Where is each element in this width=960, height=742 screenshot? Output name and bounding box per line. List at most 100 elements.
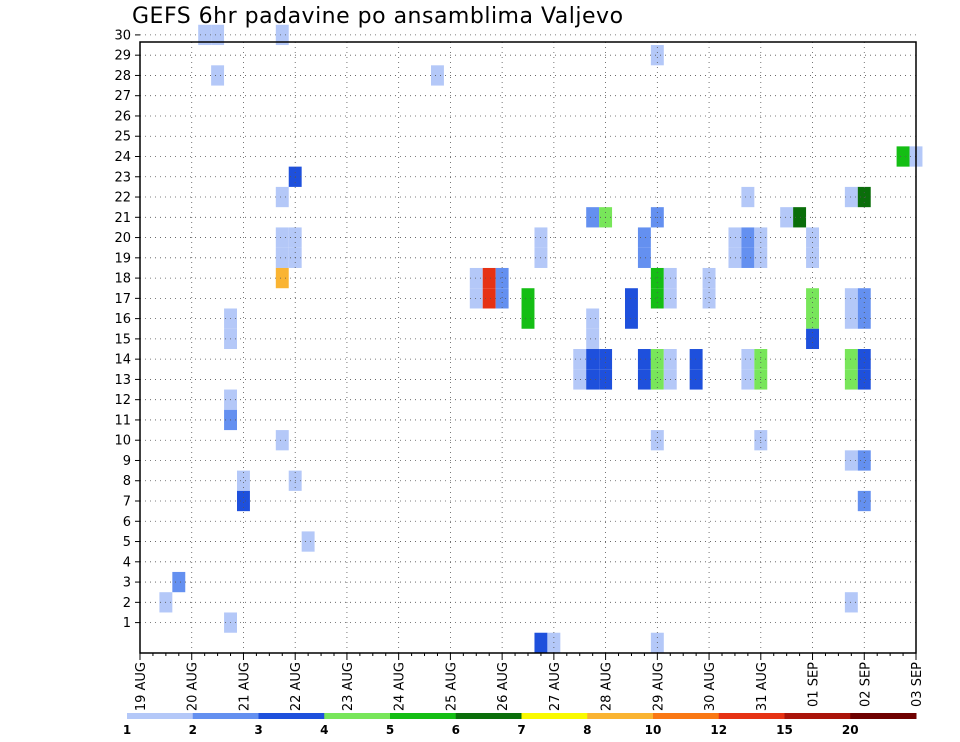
precip-cell — [237, 470, 250, 491]
y-tick-label: 11 — [114, 413, 131, 428]
precip-cell — [211, 24, 225, 46]
x-tick-label: 21 AUG — [237, 662, 252, 711]
precip-cell — [534, 632, 548, 653]
x-tick-label: 19 AUG — [134, 662, 149, 711]
y-tick-label: 7 — [123, 495, 131, 510]
y-tick-label: 10 — [114, 434, 131, 449]
precip-cell — [857, 369, 871, 390]
x-tick-label: 27 AUG — [548, 662, 563, 711]
x-tick-label: 31 AUG — [755, 662, 770, 711]
y-tick-label: 8 — [123, 474, 131, 489]
precip-cell — [586, 308, 600, 329]
precip-cell — [650, 430, 664, 451]
precip-cell — [650, 369, 664, 390]
legend-label: 15 — [776, 723, 793, 737]
y-tick-label: 25 — [114, 130, 131, 145]
precip-cell — [896, 146, 910, 167]
legend-label: 1 — [123, 723, 131, 737]
y-tick-label: 16 — [114, 312, 131, 327]
legend-label: 10 — [645, 723, 662, 737]
precip-cell — [172, 571, 186, 593]
y-tick-label: 19 — [114, 251, 131, 266]
precip-cell — [741, 349, 755, 370]
legend-label: 5 — [386, 723, 394, 737]
legend-swatch — [192, 713, 259, 719]
legend-swatch — [258, 713, 325, 719]
precip-cell — [844, 592, 858, 613]
y-tick-label: 30 — [114, 28, 131, 43]
x-tick-label: 28 AUG — [600, 662, 615, 711]
y-tick-label: 13 — [114, 373, 131, 388]
plot-frame — [139, 41, 917, 654]
precip-cell — [689, 349, 703, 370]
precip-cell — [573, 369, 587, 390]
y-tick-label: 5 — [123, 535, 131, 550]
precip-cell — [806, 308, 819, 329]
y-tick-label: 23 — [114, 170, 131, 185]
precip-cell — [586, 328, 600, 350]
legend-label: 4 — [320, 723, 328, 737]
legend-swatch — [455, 713, 522, 719]
precip-cell — [275, 186, 289, 208]
precip-cell — [586, 207, 600, 228]
precip-cell — [857, 490, 871, 512]
precip-cell — [844, 186, 858, 208]
y-tick-label: 29 — [114, 49, 131, 64]
y-tick-label: 6 — [123, 515, 131, 530]
legend-swatch — [784, 713, 851, 719]
precip-cell — [586, 349, 600, 370]
precip-cell — [586, 369, 600, 390]
legend-swatch — [587, 713, 654, 719]
precip-cell — [275, 267, 289, 289]
precip-cell — [844, 349, 858, 370]
precip-cell — [844, 308, 858, 329]
x-tick-label: 20 AUG — [186, 662, 201, 711]
y-tick-label: 4 — [123, 555, 131, 570]
legend-swatch — [324, 713, 391, 719]
precip-cell — [741, 227, 755, 248]
precip-cell — [431, 65, 444, 86]
precip-cell — [469, 267, 483, 289]
y-tick-label: 20 — [114, 231, 131, 246]
x-tick-label: 30 AUG — [703, 662, 718, 711]
y-tick-label: 22 — [114, 191, 131, 206]
precip-cell — [198, 24, 212, 46]
legend-label: 3 — [254, 723, 262, 737]
precip-cell — [275, 227, 289, 248]
legend-label: 20 — [842, 723, 859, 737]
y-tick-label: 24 — [114, 150, 131, 165]
legend-swatch — [718, 713, 785, 719]
y-tick-label: 1 — [123, 616, 131, 631]
x-tick-label: 01 SEP — [807, 662, 822, 707]
x-tick-label: 02 SEP — [858, 662, 873, 707]
precip-cell — [637, 369, 651, 390]
legend-swatch — [850, 713, 917, 719]
precip-cell — [637, 227, 651, 248]
precip-cell — [728, 247, 742, 268]
precip-cell — [521, 308, 535, 329]
precip-cell — [469, 288, 483, 309]
precip-cell — [857, 450, 871, 471]
y-tick-label: 9 — [123, 454, 131, 469]
x-tick-label: 24 AUG — [393, 662, 408, 711]
precip-cell — [844, 288, 858, 309]
y-tick-label: 2 — [123, 596, 131, 611]
precip-cell — [482, 267, 496, 289]
precip-cell — [637, 349, 651, 370]
y-tick-label: 27 — [114, 89, 131, 104]
x-axis: 19 AUG 20 AUG 21 AUG 22 AUG 23 AUG 24 AUG 25 A… — [134, 653, 925, 711]
precip-cell — [857, 349, 871, 370]
precip-cell — [521, 288, 535, 309]
y-tick-label: 14 — [114, 353, 131, 368]
x-tick-label: 26 AUG — [496, 662, 511, 711]
y-tick-label: 15 — [114, 332, 131, 347]
legend-label: 6 — [452, 723, 460, 737]
precip-cell — [211, 65, 225, 86]
precip-cell — [689, 369, 703, 390]
precip-cell — [741, 247, 755, 268]
legend-swatch — [390, 713, 457, 719]
precip-cell — [741, 186, 755, 208]
precip-cell — [806, 288, 819, 309]
precip-cell — [275, 430, 289, 451]
